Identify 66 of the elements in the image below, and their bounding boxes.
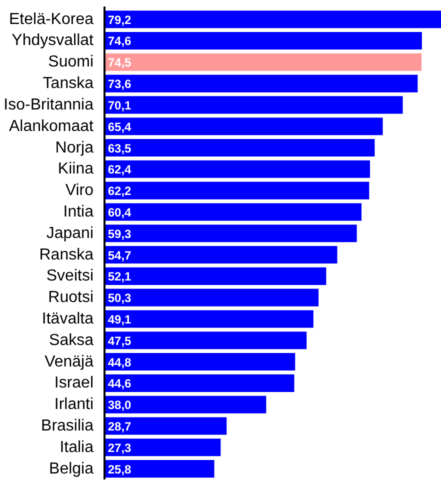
bar <box>104 332 307 350</box>
data-label: 27,3 <box>108 440 132 455</box>
bar <box>104 246 338 264</box>
y-tick-label: Viro <box>65 182 94 200</box>
y-tick-label: Ruotsi <box>48 289 94 306</box>
bar <box>104 460 214 478</box>
data-label: 47,5 <box>108 334 132 348</box>
data-label: 74,5 <box>108 56 132 70</box>
y-tick-label: Yhdysvallat <box>12 32 94 50</box>
data-label: 62,4 <box>108 162 132 177</box>
bar <box>104 267 326 285</box>
data-label: 25,8 <box>108 462 132 476</box>
bar <box>104 138 375 157</box>
data-label: 60,4 <box>108 205 132 220</box>
bar <box>104 10 441 28</box>
bar <box>104 53 422 71</box>
bar <box>104 160 370 178</box>
bar <box>104 374 294 392</box>
y-tick-label: Etelä-Korea <box>9 10 94 28</box>
y-tick-label: Intia <box>63 203 94 220</box>
bar <box>104 182 370 200</box>
bar <box>104 417 227 435</box>
bar <box>104 310 314 328</box>
y-tick-label: Alankomaat <box>9 118 94 135</box>
data-label: 44,8 <box>108 355 132 370</box>
bar <box>104 353 296 371</box>
data-label: 50,3 <box>108 291 132 306</box>
data-label: 52,1 <box>108 270 132 284</box>
y-tick-label: Israel <box>54 374 94 392</box>
data-label: 28,7 <box>108 419 132 434</box>
y-tick-label: Belgia <box>49 460 94 478</box>
y-tick-label: Kiina <box>58 160 94 178</box>
bar <box>104 118 383 136</box>
bar <box>104 32 422 50</box>
bar <box>104 74 418 92</box>
y-tick-label: Norja <box>55 139 94 156</box>
bar <box>104 224 357 242</box>
y-tick-label: Saksa <box>49 332 94 349</box>
y-tick-label: Brasilia <box>41 417 94 434</box>
bar <box>104 438 221 456</box>
data-label: 59,3 <box>108 226 132 241</box>
bar <box>104 96 403 114</box>
data-label: 79,2 <box>108 12 132 27</box>
data-label: 49,1 <box>108 312 132 326</box>
y-tick-label: Itävalta <box>42 310 94 328</box>
y-tick-label: Suomi <box>48 54 94 71</box>
data-label: 70,1 <box>108 98 132 112</box>
y-tick-label: Ranska <box>39 246 94 264</box>
bar <box>104 396 266 414</box>
data-label: 54,7 <box>108 248 132 262</box>
data-label: 38,0 <box>108 398 132 412</box>
y-tick-label: Iso-Britannia <box>4 96 94 114</box>
y-tick-label: Irlanti <box>54 396 94 414</box>
data-label: 73,6 <box>108 77 132 92</box>
y-tick-label: Sveitsi <box>46 268 94 285</box>
y-tick-label: Italia <box>60 438 94 456</box>
data-label: 65,4 <box>108 120 132 134</box>
y-tick-label: Japani <box>46 224 94 242</box>
data-label: 62,2 <box>108 184 132 198</box>
bar <box>104 203 362 221</box>
y-tick-label: Venäjä <box>44 353 94 370</box>
y-tick-label: Tanska <box>42 75 94 92</box>
data-label: 63,5 <box>108 141 132 156</box>
bar <box>104 288 319 306</box>
data-label: 74,6 <box>108 34 132 48</box>
data-label: 44,6 <box>108 376 132 391</box>
